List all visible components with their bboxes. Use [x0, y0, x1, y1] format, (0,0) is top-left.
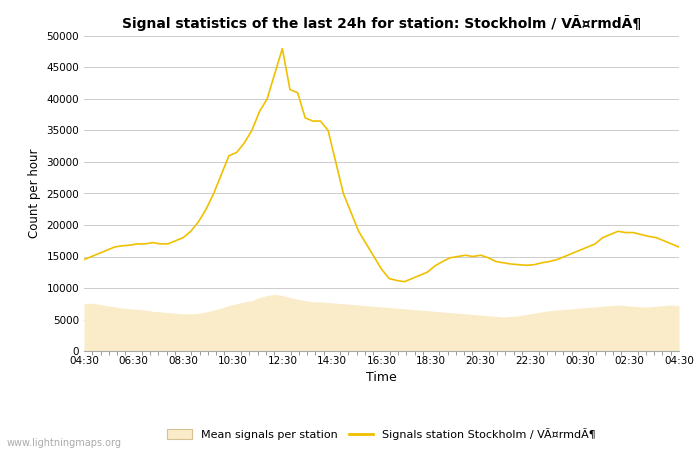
Title: Signal statistics of the last 24h for station: Stockholm / VÃ¤rmdÃ¶: Signal statistics of the last 24h for st…: [122, 15, 641, 31]
Text: www.lightningmaps.org: www.lightningmaps.org: [7, 438, 122, 448]
Legend: Mean signals per station, Signals station Stockholm / VÃ¤rmdÃ¶: Mean signals per station, Signals statio…: [167, 428, 596, 440]
Y-axis label: Count per hour: Count per hour: [28, 149, 41, 238]
X-axis label: Time: Time: [366, 371, 397, 384]
